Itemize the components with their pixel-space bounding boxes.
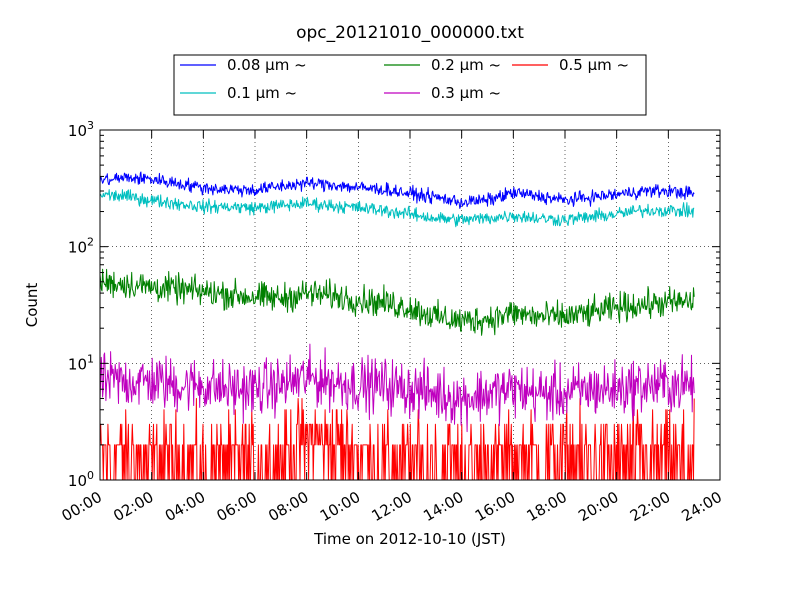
series-line <box>99 398 695 481</box>
series-line <box>99 268 695 336</box>
legend-label: 0.3 μm ~ <box>431 84 501 102</box>
legend: 0.08 μm ~ 0.1 μm ~ 0.2 μm ~ 0.3 μm ~ 0.5 μm … <box>173 54 647 116</box>
x-tick-label: 20:00 <box>575 488 621 525</box>
x-tick-label: 14:00 <box>420 488 466 525</box>
x-tick-label: 02:00 <box>110 488 156 525</box>
x-tick-label: 00:00 <box>59 488 105 525</box>
grid <box>100 130 720 480</box>
y-axis-label: Count <box>23 283 41 328</box>
minor-ticks <box>100 134 720 446</box>
x-axis-label: Time on 2012-10-10 (JST) <box>313 530 506 548</box>
series-group <box>99 171 695 481</box>
y-tick-label: 100 <box>68 469 94 490</box>
legend-label: 0.2 μm ~ <box>431 56 501 74</box>
legend-label: 0.08 μm ~ <box>227 56 307 74</box>
y-tick-label: 101 <box>68 352 94 373</box>
x-tick-label: 06:00 <box>214 488 260 525</box>
series-line <box>99 189 695 228</box>
x-tick-label: 04:00 <box>162 488 208 525</box>
x-tick-label: 08:00 <box>265 488 311 525</box>
chart-title: opc_20121010_000000.txt <box>296 23 524 43</box>
x-tick-label: 22:00 <box>627 488 673 525</box>
legend-label: 0.1 μm ~ <box>227 84 297 102</box>
x-tick-label: 16:00 <box>472 488 518 525</box>
series-line <box>99 343 695 433</box>
x-tick-label: 24:00 <box>679 488 725 525</box>
series-line <box>99 171 695 209</box>
legend-label: 0.5 μm ~ <box>559 56 629 74</box>
y-axis: 100 101 102 103 <box>68 119 720 490</box>
x-tick-label: 12:00 <box>369 488 415 525</box>
x-tick-label: 10:00 <box>317 488 363 525</box>
y-tick-label: 103 <box>68 119 94 140</box>
y-tick-label: 102 <box>68 236 94 257</box>
x-tick-label: 18:00 <box>524 488 570 525</box>
